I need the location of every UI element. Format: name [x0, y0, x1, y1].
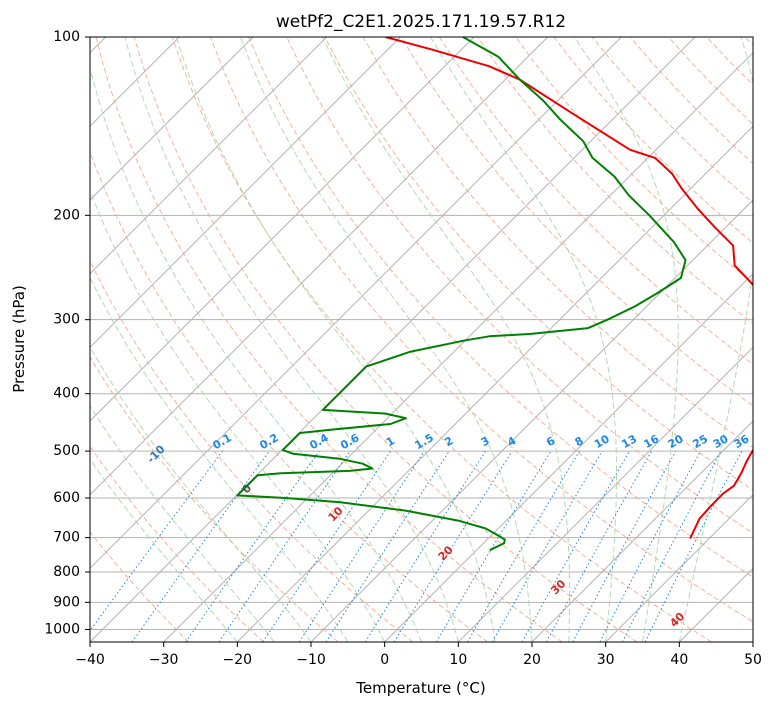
mixing-ratio-line [393, 450, 513, 642]
dry-adiabat [210, 37, 753, 623]
y-tick-label: 200 [53, 207, 80, 223]
mixing-ratio-line [185, 450, 320, 642]
mixing-ratio-line [644, 450, 743, 642]
isotherm-line [90, 37, 475, 422]
moist-adiabat [678, 37, 753, 642]
isotherm-line [384, 272, 753, 642]
moist-adiabat [90, 345, 312, 642]
mixing-ratio-line [521, 450, 630, 642]
dry-adiabat [90, 150, 488, 642]
x-tick-label: 30 [597, 652, 615, 668]
y-tick-label: 800 [53, 564, 80, 580]
isotherm-line [531, 420, 753, 642]
moist-adiabat [90, 458, 238, 642]
dry-adiabat [90, 531, 190, 642]
isotherm-line [605, 493, 753, 642]
mixing-ratio-line [545, 450, 653, 642]
mixing-ratio-line [262, 450, 392, 642]
moist-adiabat [124, 37, 459, 642]
mixing-ratio-line [90, 450, 223, 632]
x-tick-label: 20 [523, 652, 541, 668]
dry-adiabat [133, 37, 638, 642]
y-tick-label: 500 [53, 443, 80, 459]
x-axis-title: Temperature (°C) [355, 679, 485, 697]
plot-area: 0.10.20.40.611.52346810131620253036-100-… [90, 37, 753, 642]
y-axis-title: Pressure (hPa) [10, 285, 28, 393]
x-tick-label: 50 [744, 652, 762, 668]
moist-adiabat [239, 37, 533, 642]
chart-title: wetPf2_C2E1.2025.171.19.57.R12 [276, 12, 566, 32]
temperature-profile [385, 37, 753, 539]
isotherm-line [90, 37, 622, 570]
y-tick-label: 100 [53, 29, 80, 45]
dry-adiabat [438, 37, 753, 366]
isotherm-line [90, 37, 254, 201]
dry-adiabat [90, 445, 264, 642]
x-tick-label: −40 [75, 652, 105, 668]
y-tick-label: 300 [53, 312, 80, 328]
isotherm-line [90, 37, 549, 496]
mixing-ratio-line [572, 450, 677, 642]
axes: −40 −30 −20 −10 0 10 20 30 40 50 100 200 300 400 500 60… [44, 29, 762, 668]
x-tick-label: −20 [223, 652, 253, 668]
dry-adiabat [248, 37, 753, 578]
dewpoint-profile [236, 37, 687, 552]
mixing-ratio-line [218, 450, 351, 642]
dry-adiabat [400, 37, 753, 407]
moist-adiabat [322, 37, 571, 642]
isotherm-line [236, 125, 753, 642]
dry-adiabat [171, 37, 712, 642]
moist-adiabat [90, 276, 349, 642]
isotherm-line [457, 346, 753, 642]
mixing-ratio-line [325, 450, 450, 642]
dry-adiabat [90, 356, 339, 642]
isotherm-line [90, 37, 328, 275]
x-tick-label: 0 [380, 652, 389, 668]
y-tick-label: 700 [53, 530, 80, 546]
x-tick-label: 40 [670, 652, 688, 668]
y-tick-label: 400 [53, 386, 80, 402]
x-tick-label: 10 [449, 652, 467, 668]
dry-adiabat [95, 37, 563, 642]
x-tick-label: −30 [149, 652, 179, 668]
moist-adiabat [90, 405, 275, 642]
isotherm-line [90, 37, 401, 349]
mixing-ratio-line [298, 450, 425, 642]
y-tick-label: 900 [53, 594, 80, 610]
plot-frame [89, 36, 754, 643]
moist-adiabat [430, 37, 617, 642]
moist-adiabat [175, 37, 496, 642]
moist-adiabat [90, 189, 386, 642]
moist-adiabat [90, 65, 422, 642]
mixing-ratio-line [131, 450, 270, 642]
x-tick-label: −10 [296, 652, 326, 668]
y-tick-label: 600 [53, 490, 80, 506]
y-tick-label: 1000 [44, 621, 80, 637]
dry-adiabat [324, 37, 753, 491]
